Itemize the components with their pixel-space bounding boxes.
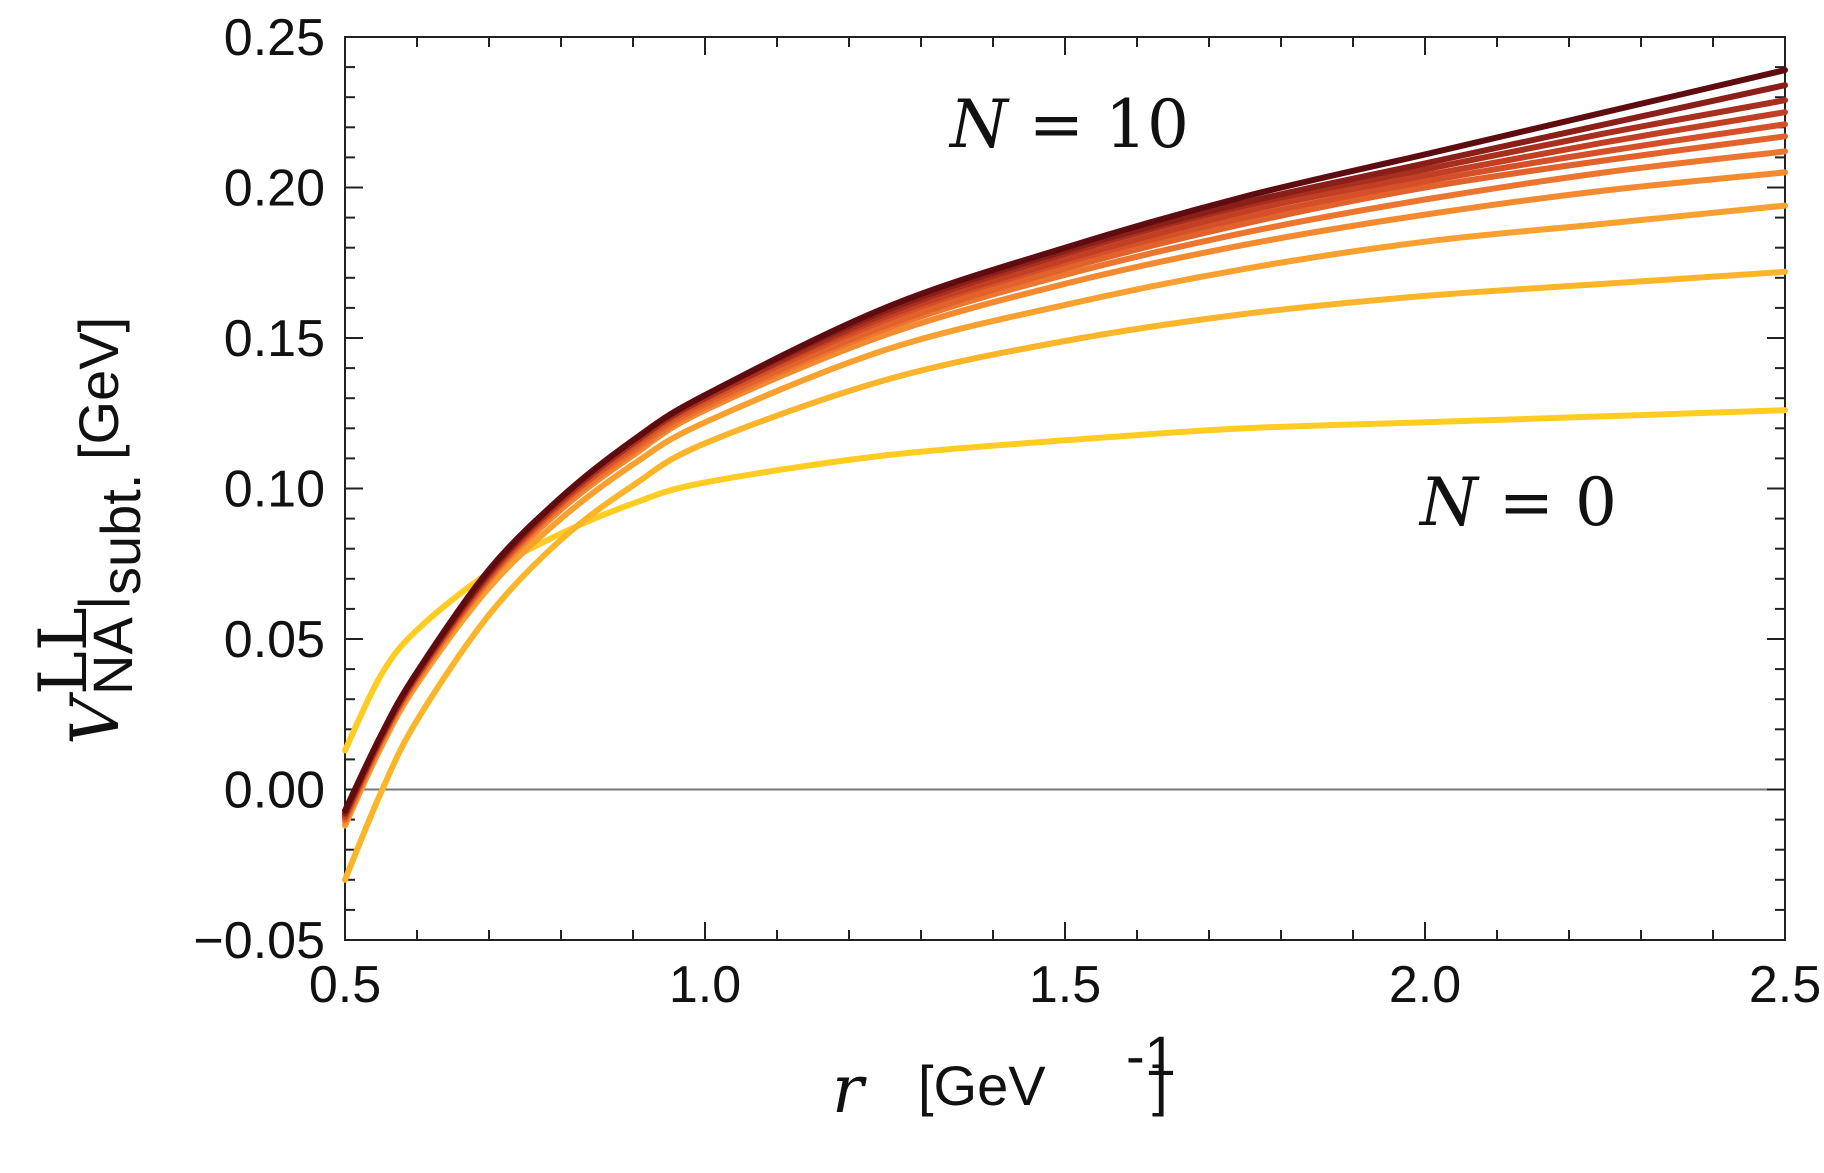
x-tick-label: 0.5 [309,956,381,1014]
svg-text:V: V [57,691,134,745]
svg-text:|: | [67,595,130,610]
x-tick-label: 2.5 [1749,956,1821,1014]
svg-text:subt.: subt. [89,474,152,595]
svg-text:-1: -1 [1126,1024,1176,1087]
x-tick-labels: 0.5 1.0 1.5 2.0 2.5 [309,956,1821,1014]
x-axis-label: r [GeV -1 ] [832,1024,1176,1128]
series-line-n-10 [342,67,1788,814]
series-line-n-8 [342,97,1788,817]
x-tick-label: 1.0 [669,956,741,1014]
annotation-n-0: N = 0 [1418,464,1617,541]
svg-text:r: r [832,1051,867,1128]
y-tick-labels: −0.05 0.00 0.05 0.10 0.15 0.20 0.25 [193,9,325,970]
axis-ticks [344,36,1786,941]
svg-text:NA: NA [81,617,144,695]
y-tick-label: 0.20 [224,160,325,218]
svg-text:]: ] [1152,1054,1168,1117]
y-axis-label: V LL NA | subt. [GeV] [25,317,152,745]
series-line-n-0 [342,407,1788,754]
series-group [342,67,1788,883]
series-line-n-1 [342,268,1788,883]
x-tick-label: 1.5 [1029,956,1101,1014]
svg-text:LL: LL [25,607,102,695]
y-tick-label: −0.05 [193,912,325,970]
y-tick-label: 0.00 [224,762,325,820]
y-tick-label: 0.10 [224,461,325,519]
y-tick-label: 0.05 [224,611,325,669]
x-tick-label: 2.0 [1389,956,1461,1014]
annotation-n-10: N = 10 [948,86,1189,163]
y-tick-label: 0.25 [224,9,325,67]
y-tick-label: 0.15 [224,310,325,368]
svg-text:[GeV: [GeV [918,1054,1046,1117]
svg-text:[GeV]: [GeV] [67,317,130,460]
